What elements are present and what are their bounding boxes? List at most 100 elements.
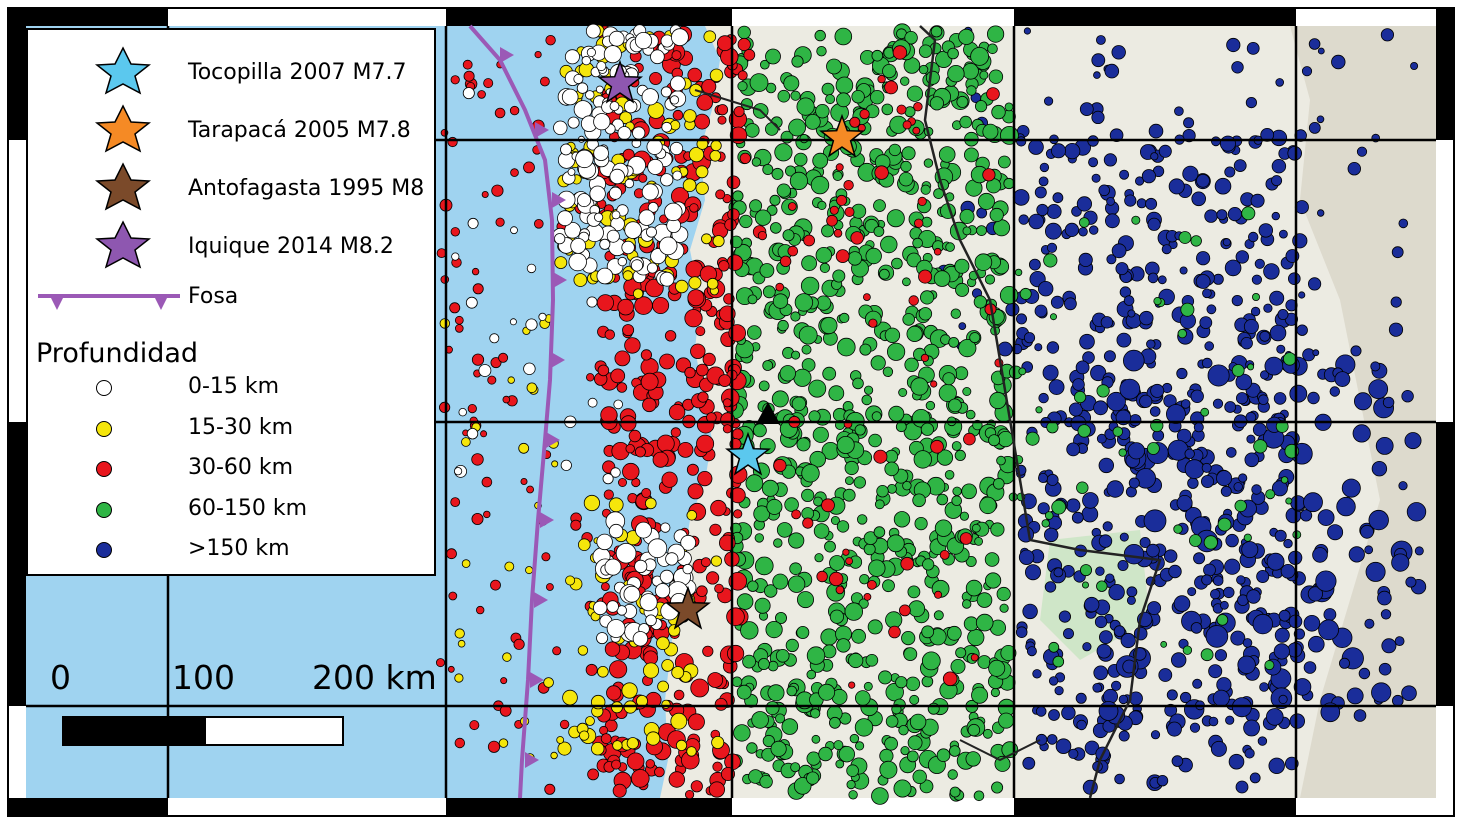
earthquake-point: [829, 205, 839, 215]
earthquake-point: [1250, 193, 1265, 208]
earthquake-point: [494, 107, 506, 119]
earthquake-point: [1096, 384, 1110, 398]
earthquake-point: [1298, 291, 1306, 299]
legend-label: Iquique 2014 M8.2: [188, 234, 394, 259]
earthquake-point: [900, 745, 910, 756]
earthquake-point: [1390, 296, 1402, 308]
earthquake-point: [789, 562, 802, 575]
earthquake-point: [1280, 476, 1289, 484]
earthquake-point: [554, 256, 568, 270]
earthquake-point: [1260, 127, 1275, 142]
earthquake-point: [1050, 295, 1064, 309]
earthquake-point: [944, 469, 955, 480]
earthquake-point: [1179, 266, 1188, 275]
earthquake-point: [1176, 367, 1188, 380]
earthquake-point: [1250, 306, 1261, 317]
legend-label: 60-150 km: [188, 496, 308, 521]
earthquake-point: [1026, 646, 1037, 657]
earthquake-point: [1148, 123, 1164, 139]
earthquake-point: [854, 741, 865, 751]
earthquake-point: [959, 532, 973, 545]
earthquake-point: [982, 728, 993, 739]
earthquake-point: [1051, 143, 1067, 159]
earthquake-point: [518, 442, 530, 454]
earthquake-point: [573, 74, 584, 85]
earthquake-point: [906, 325, 923, 342]
earthquake-point: [1118, 694, 1129, 705]
earthquake-point: [766, 498, 783, 515]
star-icon: [94, 220, 152, 269]
earthquake-point: [1043, 253, 1058, 268]
earthquake-point: [966, 85, 977, 96]
earthquake-point: [1115, 262, 1129, 276]
earthquake-point: [622, 462, 640, 481]
earthquake-point: [1251, 484, 1262, 495]
earthquake-point: [525, 566, 534, 575]
earthquake-point: [1315, 570, 1337, 592]
earthquake-point: [1106, 480, 1124, 498]
earthquake-point: [596, 61, 607, 72]
earthquake-point: [1189, 534, 1202, 547]
earthquake-point: [834, 27, 853, 46]
earthquake-point: [1129, 414, 1142, 427]
earthquake-point: [775, 282, 784, 292]
earthquake-point: [523, 161, 535, 174]
earthquake-point: [1288, 272, 1301, 286]
earthquake-point: [913, 101, 923, 112]
earthquake-point: [838, 746, 856, 763]
earthquake-point: [836, 92, 851, 108]
earthquake-point: [1224, 166, 1236, 178]
earthquake-point: [1022, 603, 1038, 620]
earthquake-point: [1190, 235, 1202, 247]
earthquake-point: [1164, 703, 1178, 717]
earthquake-point: [861, 394, 873, 406]
earthquake-point: [1193, 552, 1206, 565]
earthquake-point: [1052, 192, 1064, 204]
earthquake-point: [708, 781, 726, 798]
earthquake-point: [1082, 351, 1095, 364]
earthquake-point: [646, 731, 661, 746]
trench-tooth: [525, 752, 539, 768]
earthquake-point: [1187, 587, 1197, 597]
earthquake-point: [804, 114, 821, 130]
earthquake-point: [739, 152, 751, 164]
earthquake-point: [632, 126, 646, 140]
earthquake-point: [728, 571, 748, 591]
earthquake-point: [770, 740, 787, 758]
earthquake-point: [906, 750, 919, 763]
earthquake-point: [873, 449, 888, 464]
earthquake-point: [557, 210, 573, 227]
earthquake-point: [859, 109, 870, 120]
trench-tooth: [530, 672, 544, 688]
scale-label-100: 100: [172, 658, 235, 697]
earthquake-point: [1201, 357, 1213, 369]
earthquake-point: [920, 353, 930, 362]
earthquake-point: [802, 517, 814, 529]
earthquake-point: [1230, 630, 1246, 646]
earthquake-point: [1371, 461, 1388, 477]
earthquake-point: [1406, 502, 1427, 522]
earthquake-point: [1177, 328, 1188, 339]
earthquake-point: [1212, 575, 1224, 586]
legend-label: Tocopilla 2007 M7.7: [188, 60, 407, 85]
earthquake-point: [907, 585, 921, 599]
earthquake-point: [920, 422, 935, 436]
earthquake-point: [687, 67, 702, 83]
earthquake-point: [1035, 733, 1048, 746]
trench-symbol-icon: [38, 294, 180, 310]
earthquake-point: [859, 343, 872, 356]
earthquake-point: [695, 363, 709, 377]
earthquake-point: [465, 296, 478, 309]
earthquake-point: [1167, 439, 1189, 461]
earthquake-point: [961, 483, 977, 500]
earthquake-point: [1079, 217, 1090, 228]
earthquake-point: [1160, 641, 1168, 648]
earthquake-point: [1051, 499, 1067, 515]
earthquake-point: [808, 379, 827, 398]
earthquake-point: [1023, 27, 1032, 35]
earthquake-point: [896, 104, 907, 115]
earthquake-point: [622, 324, 635, 337]
star-icon: [94, 162, 152, 211]
earthquake-point: [815, 246, 833, 264]
earthquake-point: [731, 676, 743, 688]
